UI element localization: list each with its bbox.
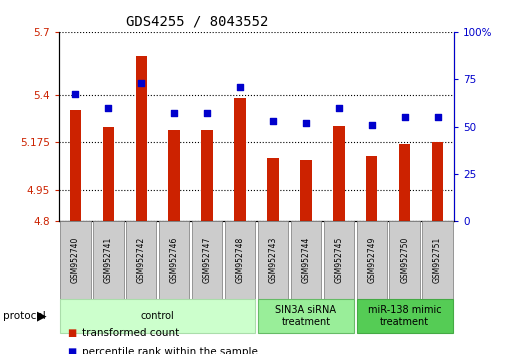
Text: GSM952742: GSM952742 — [137, 237, 146, 283]
Point — [203, 110, 211, 116]
Text: GSM952744: GSM952744 — [301, 237, 310, 284]
Text: GSM952741: GSM952741 — [104, 237, 113, 283]
Text: control: control — [141, 311, 174, 321]
Point — [433, 114, 442, 120]
Text: GSM952740: GSM952740 — [71, 237, 80, 284]
Bar — [399, 144, 410, 221]
Point — [71, 92, 80, 97]
Bar — [389, 221, 420, 299]
Text: GSM952745: GSM952745 — [334, 237, 343, 284]
Text: GDS4255 / 8043552: GDS4255 / 8043552 — [126, 14, 268, 28]
Bar — [126, 221, 156, 299]
Point — [236, 84, 244, 90]
Bar — [192, 221, 222, 299]
Bar — [168, 130, 180, 221]
Bar — [422, 221, 452, 299]
Bar — [366, 156, 378, 221]
Bar — [267, 158, 279, 221]
Text: GSM952748: GSM952748 — [235, 237, 245, 283]
Text: protocol: protocol — [3, 311, 45, 321]
Point — [334, 105, 343, 110]
Text: GSM952746: GSM952746 — [170, 237, 179, 284]
Bar — [70, 110, 81, 221]
Text: GSM952749: GSM952749 — [367, 237, 376, 284]
Bar — [324, 221, 354, 299]
Bar — [234, 98, 246, 221]
Bar — [291, 221, 321, 299]
Bar — [258, 299, 354, 333]
Bar — [300, 160, 311, 221]
Bar — [357, 221, 387, 299]
Bar — [225, 221, 255, 299]
Text: SIN3A siRNA
treatment: SIN3A siRNA treatment — [275, 305, 337, 327]
Text: ■: ■ — [67, 328, 76, 338]
Text: percentile rank within the sample: percentile rank within the sample — [82, 347, 258, 354]
Bar — [103, 127, 114, 221]
Text: GSM952751: GSM952751 — [433, 237, 442, 283]
Text: transformed count: transformed count — [82, 328, 180, 338]
Text: ▶: ▶ — [37, 309, 47, 322]
Bar — [135, 56, 147, 221]
Bar — [432, 142, 443, 221]
Bar — [159, 221, 189, 299]
Bar — [333, 126, 345, 221]
Text: miR-138 mimic
treatment: miR-138 mimic treatment — [368, 305, 442, 327]
Bar — [61, 221, 91, 299]
Bar — [93, 221, 124, 299]
Bar — [357, 299, 452, 333]
Bar — [61, 299, 255, 333]
Point — [401, 114, 409, 120]
Point — [170, 110, 179, 116]
Point — [104, 105, 112, 110]
Point — [368, 122, 376, 127]
Point — [269, 118, 277, 124]
Bar — [202, 130, 213, 221]
Text: GSM952743: GSM952743 — [268, 237, 278, 284]
Text: ■: ■ — [67, 347, 76, 354]
Point — [137, 80, 145, 86]
Bar — [258, 221, 288, 299]
Text: GSM952750: GSM952750 — [400, 237, 409, 284]
Point — [302, 120, 310, 126]
Text: GSM952747: GSM952747 — [203, 237, 212, 284]
